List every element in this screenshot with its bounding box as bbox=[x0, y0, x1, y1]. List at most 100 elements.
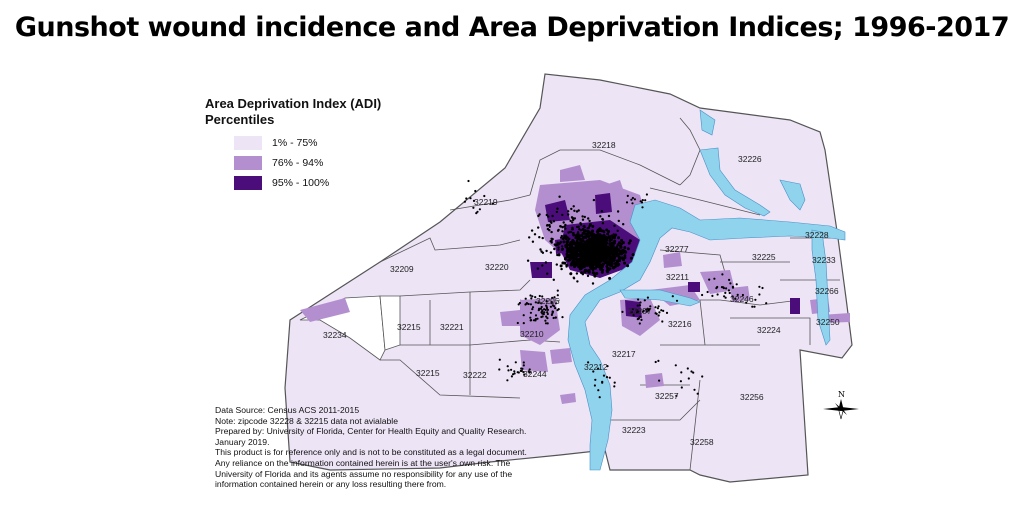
incidence-point bbox=[463, 200, 466, 203]
incidence-point bbox=[606, 236, 609, 240]
incidence-point bbox=[618, 259, 622, 263]
incidence-point bbox=[551, 237, 554, 241]
incidence-point bbox=[541, 236, 544, 240]
incidence-point bbox=[546, 311, 549, 314]
incidence-point bbox=[543, 311, 546, 314]
incidence-point bbox=[687, 377, 690, 380]
incidence-point bbox=[548, 229, 551, 232]
incidence-point bbox=[758, 285, 761, 288]
incidence-point bbox=[582, 239, 585, 242]
incidence-point bbox=[588, 259, 591, 262]
incidence-point bbox=[540, 302, 543, 305]
legend-swatch-high bbox=[234, 176, 262, 190]
zip-label: 32215 bbox=[397, 322, 421, 332]
incidence-point bbox=[592, 238, 595, 242]
zip-label: 32244 bbox=[523, 369, 547, 379]
incidence-point bbox=[513, 372, 516, 375]
incidence-point bbox=[594, 256, 598, 260]
incidence-point bbox=[587, 251, 591, 255]
incidence-point bbox=[574, 255, 578, 258]
incidence-point bbox=[596, 247, 600, 251]
incidence-point bbox=[617, 236, 620, 240]
incidence-point bbox=[498, 358, 501, 361]
incidence-point bbox=[610, 255, 614, 259]
incidence-point bbox=[606, 365, 609, 368]
incidence-point bbox=[562, 221, 565, 224]
incidence-point bbox=[549, 305, 553, 308]
incidence-point bbox=[661, 320, 664, 323]
incidence-point bbox=[597, 254, 601, 258]
incidence-point bbox=[597, 232, 600, 235]
incidence-point bbox=[527, 302, 530, 306]
incidence-point bbox=[581, 215, 584, 218]
incidence-point bbox=[725, 287, 728, 290]
incidence-point bbox=[525, 302, 529, 305]
incidence-point bbox=[581, 228, 585, 231]
incidence-point bbox=[658, 311, 661, 314]
incidence-point bbox=[556, 294, 559, 297]
incidence-point bbox=[701, 293, 704, 297]
zip-label: 32226 bbox=[738, 154, 762, 164]
incidence-point bbox=[541, 312, 544, 315]
incidence-point bbox=[641, 199, 644, 202]
incidence-point bbox=[577, 253, 581, 256]
incidence-point bbox=[617, 252, 621, 256]
incidence-point bbox=[613, 385, 616, 388]
incidence-point bbox=[506, 365, 509, 368]
incidence-point bbox=[680, 386, 683, 389]
incidence-point bbox=[538, 236, 541, 239]
incidence-point bbox=[571, 218, 575, 222]
map-title: Gunshot wound incidence and Area Depriva… bbox=[14, 12, 1010, 43]
incidence-point bbox=[536, 317, 539, 320]
trout-river bbox=[619, 289, 701, 307]
incidence-point bbox=[554, 244, 557, 247]
legend-item-mid: 76% - 94% bbox=[205, 154, 435, 174]
incidence-point bbox=[478, 208, 481, 211]
incidence-point bbox=[645, 193, 649, 196]
incidence-point bbox=[513, 370, 516, 373]
incidence-point bbox=[534, 318, 537, 321]
incidence-point bbox=[753, 305, 756, 308]
incidence-point bbox=[613, 262, 617, 265]
incidence-point bbox=[616, 229, 619, 232]
zip-label: 32218 bbox=[592, 140, 616, 150]
incidence-point bbox=[632, 314, 635, 317]
incidence-point bbox=[596, 228, 600, 232]
incidence-point bbox=[585, 236, 588, 239]
incidence-point bbox=[568, 257, 571, 260]
incidence-point bbox=[640, 318, 643, 321]
incidence-point bbox=[754, 298, 757, 301]
incidence-point bbox=[570, 253, 574, 257]
legend-title: Area Deprivation Index (ADI) Percentiles bbox=[205, 96, 435, 128]
incidence-point bbox=[585, 242, 588, 245]
incidence-point bbox=[576, 231, 580, 234]
incidence-point bbox=[561, 230, 564, 233]
note-line: information contained herein or any loss… bbox=[215, 479, 447, 490]
incidence-point bbox=[610, 251, 613, 255]
incidence-point bbox=[656, 307, 660, 310]
incidence-point bbox=[592, 198, 596, 202]
incidence-point bbox=[592, 370, 595, 373]
incidence-point bbox=[593, 272, 596, 276]
incidence-point bbox=[522, 361, 525, 364]
note-line: Any reliance on the information containe… bbox=[215, 457, 511, 468]
incidence-point bbox=[606, 232, 610, 236]
note-line: Data Source: Census ACS 2011-2015 bbox=[215, 405, 360, 415]
zip-label: 32219 bbox=[474, 197, 498, 207]
incidence-point bbox=[564, 256, 567, 260]
incidence-point bbox=[612, 257, 616, 261]
incidence-point bbox=[611, 248, 614, 252]
incidence-point bbox=[601, 381, 604, 384]
incidence-point bbox=[465, 197, 468, 200]
incidence-point bbox=[578, 241, 581, 244]
incidence-point bbox=[554, 316, 558, 319]
incidence-point bbox=[549, 251, 553, 254]
incidence-point bbox=[556, 289, 559, 292]
gunshot-incidence-points bbox=[463, 179, 768, 399]
incidence-point bbox=[567, 213, 570, 216]
incidence-point bbox=[598, 245, 602, 248]
incidence-point bbox=[601, 262, 605, 266]
incidence-point bbox=[599, 267, 603, 271]
incidence-point bbox=[611, 236, 615, 240]
marsh-creeks bbox=[699, 147, 771, 217]
